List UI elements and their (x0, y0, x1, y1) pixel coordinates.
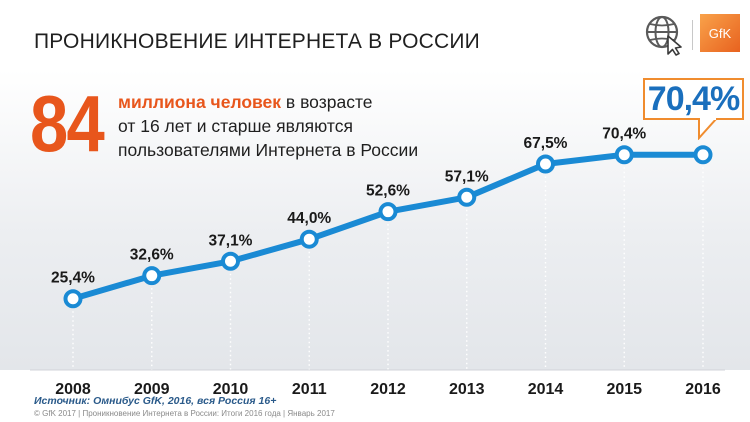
data-point-2013 (457, 187, 477, 207)
x-tick-2013: 2013 (449, 381, 485, 398)
data-points (63, 145, 713, 309)
stat-line-2: от 16 лет и старше являются (118, 116, 353, 136)
x-tick-2010: 2010 (213, 381, 249, 398)
globe-cursor-icon (645, 15, 682, 56)
gridlines (30, 162, 725, 371)
x-tick-2015: 2015 (606, 381, 642, 398)
logo-divider (692, 20, 693, 50)
x-tick-2014: 2014 (528, 381, 564, 398)
x-tick-2011: 2011 (292, 381, 327, 398)
data-label-2012: 52,6% (366, 183, 410, 200)
x-tick-2009: 2009 (134, 381, 170, 398)
data-label-2013: 57,1% (445, 168, 489, 185)
footer-copyright: © GfK 2017 | Проникновение Интернета в Р… (34, 409, 335, 418)
source-note: Источник: Омнибус GfK, 2016, вся Россия … (34, 395, 277, 407)
data-point-2014 (536, 154, 555, 174)
stat-line-1: миллиона человек в возрасте (118, 90, 458, 114)
data-point-2011 (299, 229, 319, 249)
logo-area: GfK (644, 14, 744, 56)
data-label-2015: 70,4% (602, 126, 646, 143)
callout-tail (698, 118, 718, 140)
series-line (70, 151, 706, 302)
data-point-2012 (378, 202, 398, 222)
x-axis-ticks: 2008 2009 2010 2011 2012 2013 2014 2015 2016 (55, 381, 721, 398)
callout-box: 70,4% (643, 78, 744, 120)
x-tick-2016: 2016 (685, 381, 721, 398)
x-tick-2012: 2012 (370, 381, 406, 398)
data-point-2015 (614, 145, 634, 165)
data-label-2009: 32,6% (130, 247, 174, 264)
data-point-2009 (142, 266, 162, 286)
data-label-2014: 67,5% (524, 135, 568, 152)
brand-logo: GfK (700, 14, 740, 52)
stat-highlight: миллиона человек (118, 92, 282, 112)
series-line-group (70, 151, 706, 302)
data-point-2010 (221, 251, 240, 271)
data-labels: 25,4% 32,6% 37,1% 44,0% 52,6% 57,1% 67,5% 70,4% (51, 126, 646, 287)
data-label-2008: 25,4% (51, 270, 95, 287)
big-number: 84 (30, 79, 105, 168)
stat-line-1-rest: в возрасте (281, 92, 373, 112)
data-label-2011: 44,0% (287, 210, 331, 227)
x-tick-2008: 2008 (55, 381, 91, 398)
chart-background (0, 70, 750, 370)
stat-text: миллиона человек в возрасте от 16 лет и … (118, 90, 458, 162)
page-title: ПРОНИКНОВЕНИЕ ИНТЕРНЕТА В РОССИИ (34, 30, 480, 53)
stat-line-3: пользователями Интернета в России (118, 140, 419, 160)
data-point-2016 (693, 145, 713, 165)
data-label-2010: 37,1% (209, 232, 253, 249)
data-point-2008 (63, 289, 83, 309)
